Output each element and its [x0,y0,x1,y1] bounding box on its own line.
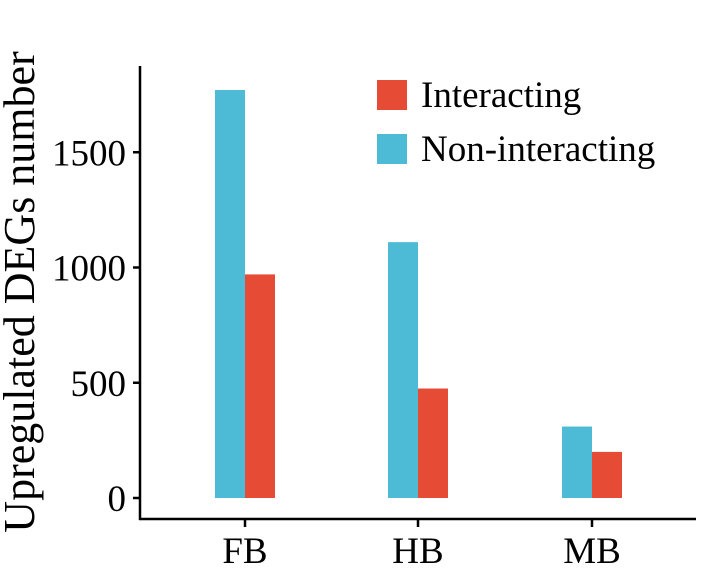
bar-non-interacting-fb [215,90,245,498]
x-tick-label: HB [392,531,443,572]
legend-swatch-non-interacting [377,134,407,164]
y-tick-label: 1000 [52,249,126,290]
bar-non-interacting-hb [388,242,418,498]
y-tick-label: 1500 [52,133,126,174]
legend-label-non-interacting: Non-interacting [421,129,655,170]
bar-interacting-mb [592,451,622,498]
legend-label-interacting: Interacting [421,75,581,116]
x-ticks: FB HB MB [222,519,621,572]
x-tick-label: MB [563,531,621,572]
bar-interacting-fb [245,274,275,498]
y-axis-label: Upregulated DEGs number [0,51,44,533]
y-tick-label: 500 [71,364,127,405]
legend: Interacting Non-interacting [377,75,655,170]
bars [215,90,622,498]
bar-interacting-hb [418,388,448,498]
y-tick-label: 0 [108,479,127,520]
y-ticks: 0 500 1000 1500 [52,133,140,520]
x-tick-label: FB [222,531,267,572]
bar-non-interacting-mb [562,426,592,498]
legend-swatch-interacting [377,80,407,110]
